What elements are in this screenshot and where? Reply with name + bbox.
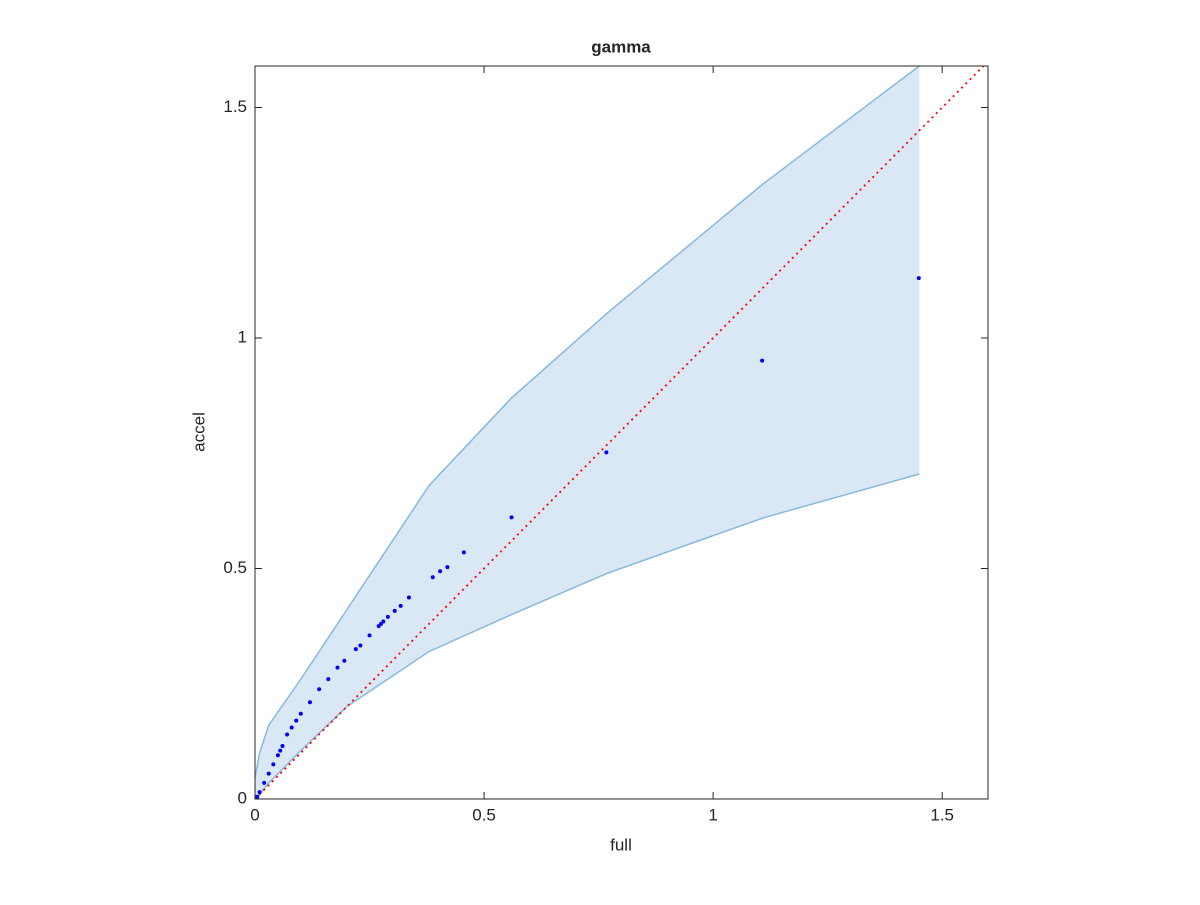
data-point (358, 643, 363, 648)
data-point (760, 358, 765, 363)
x-tick-label: 1.5 (930, 805, 954, 824)
data-point (335, 665, 340, 670)
data-point (266, 771, 271, 776)
data-point (367, 633, 372, 638)
data-point (307, 700, 312, 705)
y-axis-label: accel (189, 412, 208, 452)
data-point (317, 687, 322, 692)
data-point (257, 790, 262, 795)
data-point (398, 603, 403, 608)
data-point (298, 711, 303, 716)
y-tick-label: 1 (238, 327, 247, 346)
data-point (271, 762, 276, 767)
y-tick-label: 0 (238, 788, 247, 807)
y-tick-label: 1.5 (223, 97, 247, 116)
x-tick-label: 0 (250, 805, 259, 824)
band-upper-edge (255, 66, 920, 779)
confidence-band (255, 66, 920, 799)
x-tick-label: 0.5 (472, 805, 496, 824)
data-point (326, 677, 331, 682)
data-point (376, 624, 381, 629)
data-point (255, 794, 260, 799)
axes-box (254, 65, 989, 800)
data-point (445, 565, 450, 570)
data-point (406, 595, 411, 600)
data-point (604, 450, 609, 455)
data-point (280, 743, 285, 748)
data-point (353, 647, 358, 652)
data-point (289, 725, 294, 730)
data-point (509, 515, 514, 520)
data-point (430, 575, 435, 580)
data-point (392, 608, 397, 613)
data-point (385, 614, 390, 619)
data-point (262, 780, 267, 785)
data-point (461, 550, 466, 555)
data-point (438, 569, 443, 574)
data-point (275, 753, 280, 758)
chart-title: gamma (591, 37, 651, 56)
y-tick-label: 0.5 (223, 558, 247, 577)
plot-area (255, 66, 985, 799)
x-axis-label: full (610, 835, 632, 854)
x-tick-label: 1 (708, 805, 717, 824)
data-point (342, 658, 347, 663)
data-point (285, 732, 290, 737)
data-point (916, 276, 921, 281)
data-point (278, 748, 283, 753)
data-point (294, 718, 299, 723)
